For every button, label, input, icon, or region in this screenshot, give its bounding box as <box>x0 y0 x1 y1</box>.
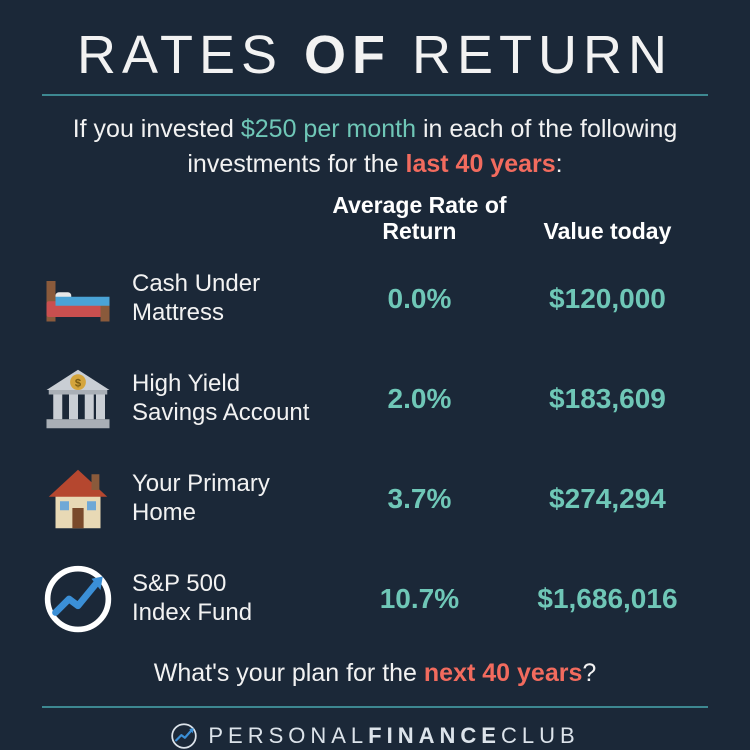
investment-table: Average Rate of Return Value today Cash … <box>42 192 708 649</box>
bed-icon <box>42 263 132 335</box>
row-label: Cash Under Mattress <box>132 270 332 328</box>
title-word-3: RETURN <box>412 25 673 85</box>
row-rate: 2.0% <box>332 383 507 415</box>
title-word-1: RATES <box>77 25 283 85</box>
bank-icon: $ <box>42 363 132 435</box>
column-header-value: Value today <box>507 218 708 244</box>
row-rate: 3.7% <box>332 483 507 515</box>
row-value: $120,000 <box>507 283 708 315</box>
brand-word-1: PERSONAL <box>208 723 368 748</box>
row-value: $274,294 <box>507 483 708 515</box>
brand-logo-icon <box>170 722 198 750</box>
row-value: $183,609 <box>507 383 708 415</box>
footer-pre: What's your plan for the <box>154 659 424 687</box>
svg-text:$: $ <box>75 378 82 390</box>
house-icon <box>42 463 132 535</box>
table-row: $ High Yield Savings Account 2.0% $183,6… <box>42 349 708 449</box>
subtitle: If you invested $250 per month in each o… <box>42 96 708 192</box>
row-rate: 10.7% <box>332 583 507 615</box>
subtitle-years: last 40 years <box>406 150 556 178</box>
table-row: Your Primary Home 3.7% $274,294 <box>42 449 708 549</box>
table-row: S&P 500 Index Fund 10.7% $1,686,016 <box>42 549 708 649</box>
subtitle-post: : <box>556 150 563 178</box>
row-label: High Yield Savings Account <box>132 370 332 428</box>
column-header-rate: Average Rate of Return <box>332 192 507 245</box>
footer-years: next 40 years <box>424 659 582 687</box>
table-header-row: Average Rate of Return Value today <box>42 192 708 249</box>
title-word-2: OF <box>304 25 391 85</box>
row-value: $1,686,016 <box>507 583 708 615</box>
table-row: Cash Under Mattress 0.0% $120,000 <box>42 249 708 349</box>
subtitle-amount: $250 per month <box>241 115 416 143</box>
footer-post: ? <box>582 659 596 687</box>
brand-word-3: CLUB <box>501 723 580 748</box>
row-label: S&P 500 Index Fund <box>132 570 332 628</box>
brand-word-2: FINANCE <box>368 723 501 748</box>
footer-question: What's your plan for the next 40 years? <box>42 649 708 706</box>
page-title: RATES OF RETURN <box>42 28 708 94</box>
infographic-container: RATES OF RETURN If you invested $250 per… <box>0 0 750 750</box>
row-label: Your Primary Home <box>132 470 332 528</box>
subtitle-pre: If you invested <box>73 115 241 143</box>
brand-footer: PERSONALFINANCECLUB <box>42 708 708 750</box>
chart-up-icon <box>42 563 132 635</box>
row-rate: 0.0% <box>332 283 507 315</box>
